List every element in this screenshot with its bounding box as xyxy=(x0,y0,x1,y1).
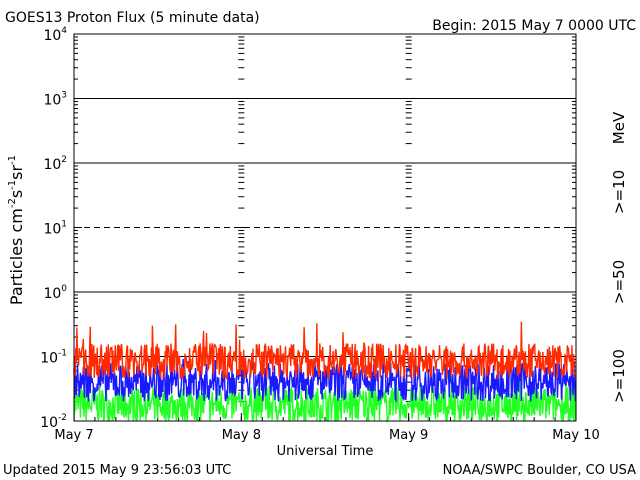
series-line-0 xyxy=(73,321,577,381)
series-line-2 xyxy=(73,375,577,424)
y-tick-label: 10-2 xyxy=(40,413,67,431)
chart-title: GOES13 Proton Flux (5 minute data) xyxy=(5,10,260,26)
y-tick-label: 104 xyxy=(43,26,67,44)
y-tick-label: 100 xyxy=(43,284,67,302)
x-tick-label: May 10 xyxy=(552,428,600,443)
x-tick-labels: May 7 May 8 May 9 May 10 xyxy=(54,428,599,443)
legend-series-50: >=50 xyxy=(610,260,628,304)
updated-text: Updated 2015 May 9 23:56:03 UTC xyxy=(3,463,231,478)
x-tick-label: May 8 xyxy=(222,428,261,443)
legend-unit: MeV xyxy=(610,111,628,144)
x-tick-label: May 7 xyxy=(54,428,93,443)
y-tick-labels: 10-2 10-1 100 101 102 103 104 xyxy=(40,26,67,431)
y-tick-label: 103 xyxy=(43,91,67,109)
y-tick-label: 102 xyxy=(43,155,67,173)
y-axis-label: Particles cm-2s-1sr-1 xyxy=(7,155,26,305)
series-layer xyxy=(73,321,577,424)
plot-frame xyxy=(73,33,577,422)
y-tick-label: 101 xyxy=(43,220,67,238)
y-tick-label: 10-1 xyxy=(40,349,67,367)
credit-text: NOAA/SWPC Boulder, CO USA xyxy=(443,463,636,478)
x-tick-label: May 9 xyxy=(389,428,428,443)
legend-series-10: >=10 xyxy=(610,170,628,214)
series-line-1 xyxy=(73,358,577,403)
begin-label: Begin: 2015 May 7 0000 UTC xyxy=(432,18,636,34)
x-axis-label: Universal Time xyxy=(277,444,374,459)
legend-series-100: >=100 xyxy=(610,349,628,403)
